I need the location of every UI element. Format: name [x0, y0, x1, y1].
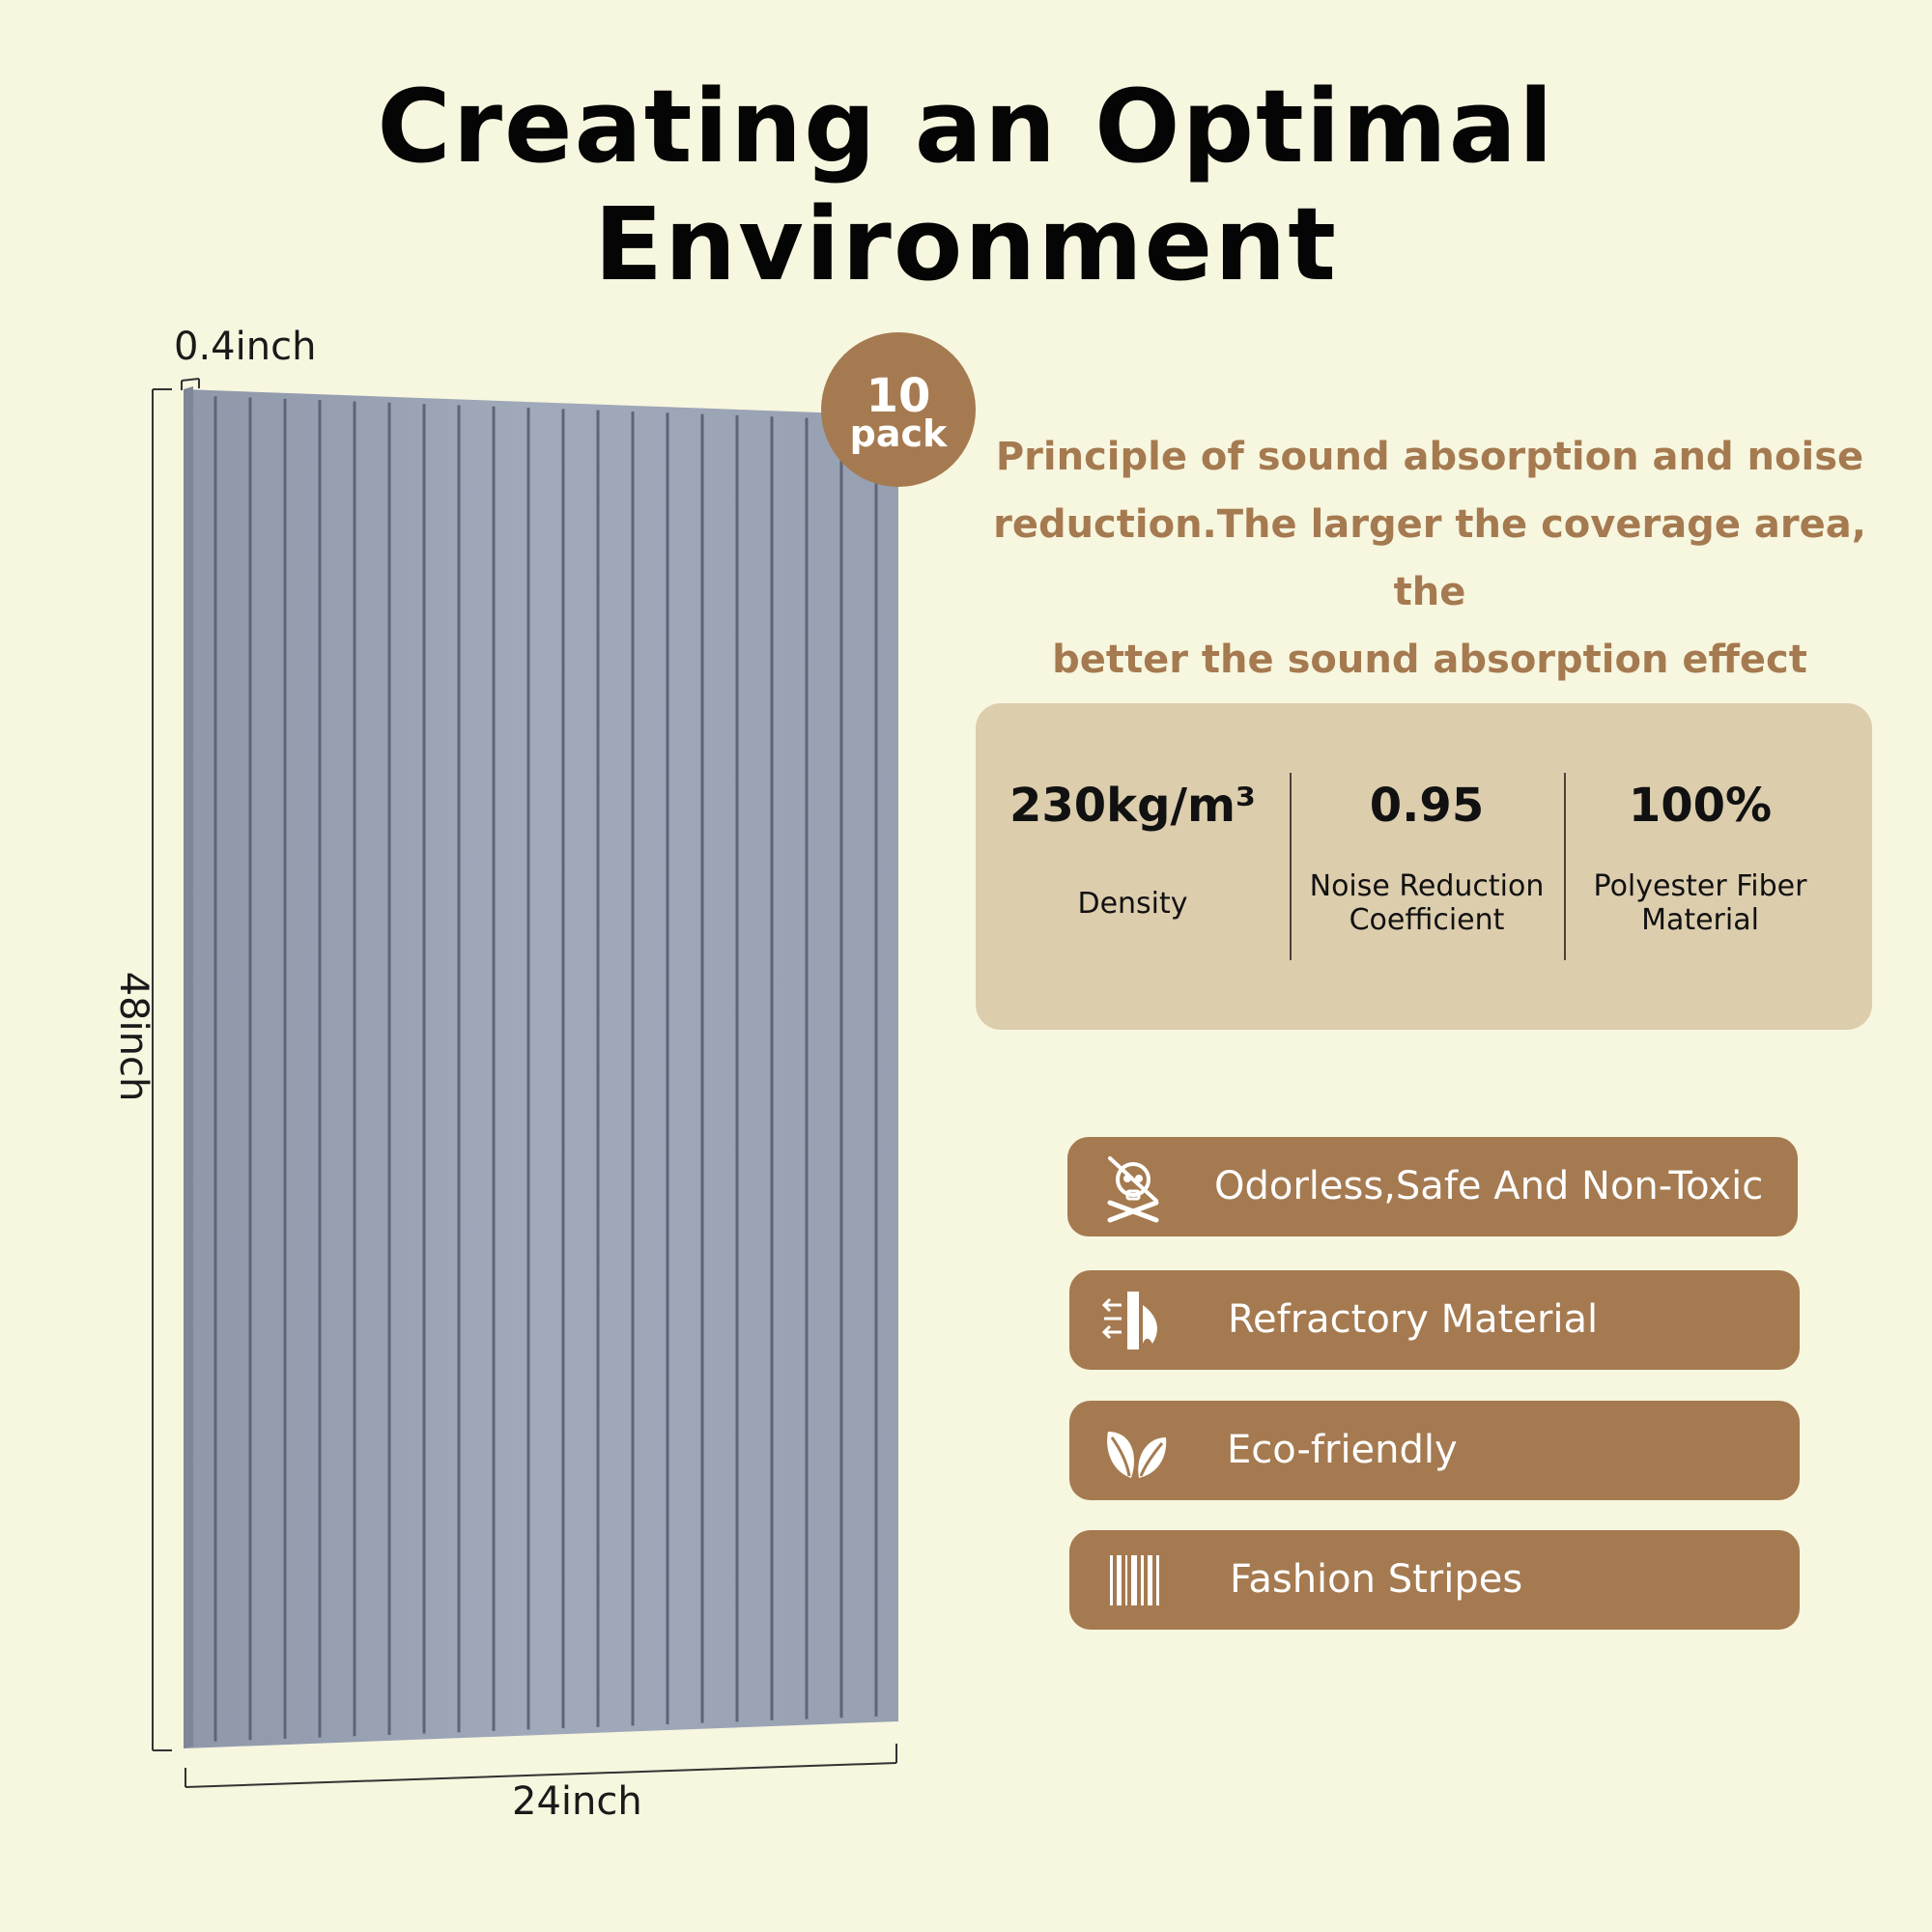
pack-count: 10: [866, 369, 931, 423]
specs-box: 230kg/m³ Density 0.95 Noise Reduction Co…: [976, 703, 1872, 1030]
feature-eco: Eco-friendly: [1069, 1401, 1800, 1500]
feature-stripes: Fashion Stripes: [1069, 1530, 1800, 1630]
stat-label-line: Polyester Fiber: [1593, 869, 1807, 903]
fire-wall-icon: [1101, 1292, 1157, 1350]
stat-label-line: Density: [1077, 887, 1188, 921]
stat-label-line: Noise Reduction: [1309, 869, 1545, 903]
feature-label: Refractory Material: [1228, 1297, 1599, 1342]
page-title: Creating an Optimal Environment: [377, 68, 1555, 303]
stat-material: 100% Polyester Fiber Material: [1564, 703, 1836, 1030]
stat-value: 0.95: [1369, 779, 1485, 833]
pack-badge: 10 pack: [821, 332, 976, 487]
panel-edge: [184, 386, 193, 1748]
feature-label: Fashion Stripes: [1230, 1557, 1523, 1602]
leaves-icon: [1107, 1432, 1167, 1478]
thickness-label: 0.4inch: [174, 325, 317, 369]
feature-non-toxic: Odorless,Safe And Non-Toxic: [1067, 1137, 1798, 1236]
stat-label-line: Coefficient: [1349, 903, 1505, 937]
principle-line-3: better the sound absorption effect: [1052, 638, 1807, 682]
stat-label: Noise Reduction Coefficient: [1290, 869, 1564, 937]
stat-density: 230kg/m³ Density: [976, 703, 1290, 1030]
principle-line-1: Principle of sound absorption and noise: [995, 435, 1864, 479]
stat-label: Polyester Fiber Material: [1564, 869, 1836, 937]
panel-grooves: [213, 396, 878, 1742]
feature-label: Eco-friendly: [1227, 1428, 1458, 1472]
stat-label-line: Material: [1641, 903, 1759, 937]
width-label: 24inch: [512, 1779, 642, 1824]
skull-crossed-out-icon: [1107, 1156, 1159, 1223]
stat-value: 100%: [1628, 779, 1773, 833]
stat-label: Density: [976, 887, 1290, 921]
dimension-lines: [152, 378, 897, 1788]
feature-label: Odorless,Safe And Non-Toxic: [1214, 1164, 1764, 1208]
height-label: 48inch: [111, 971, 156, 1102]
stripes-icon: [1110, 1555, 1159, 1605]
stat-divider: [1290, 773, 1292, 960]
pack-unit: pack: [849, 412, 948, 455]
stat-nrc: 0.95 Noise Reduction Coefficient: [1290, 703, 1564, 1030]
feature-refractory: Refractory Material: [1069, 1270, 1800, 1370]
principle-line-2: reduction.The larger the coverage area, …: [993, 502, 1866, 614]
panel-body: [184, 389, 898, 1748]
stat-divider: [1564, 773, 1566, 960]
stat-value: 230kg/m³: [1009, 779, 1257, 833]
principle-text: Principle of sound absorption and noise …: [985, 423, 1874, 694]
